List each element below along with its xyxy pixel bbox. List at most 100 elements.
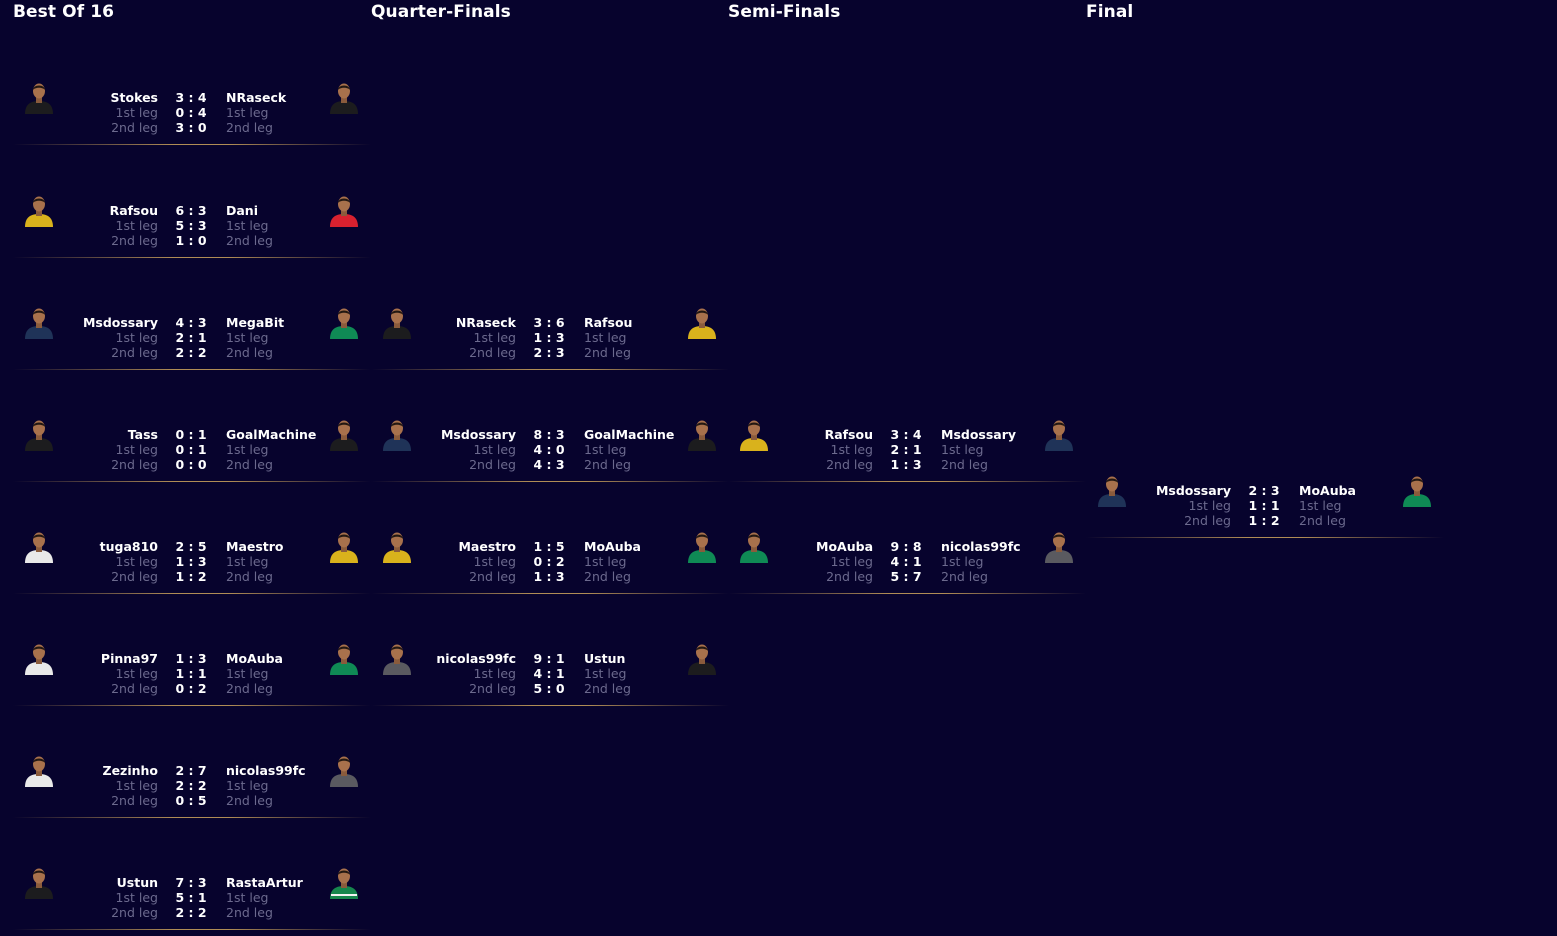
away-player-name[interactable]: MoAuba bbox=[584, 539, 641, 554]
away-player-name[interactable]: GoalMachine bbox=[584, 427, 675, 442]
away-player-avatar bbox=[327, 865, 361, 899]
match-card: Zezinho 1st leg 2nd leg nicolas99fc 1st leg 2… bbox=[13, 706, 371, 818]
away-player-name[interactable]: Rafsou bbox=[584, 315, 633, 330]
home-player-avatar bbox=[22, 753, 56, 787]
match-card: Maestro 1st leg 2nd leg MoAuba 1st leg 2nd le… bbox=[371, 482, 729, 594]
home-player-name[interactable]: Tass bbox=[127, 427, 158, 442]
away-player-name[interactable]: Ustun bbox=[584, 651, 626, 666]
aggregate-score: 8 : 3 bbox=[533, 427, 565, 442]
home-player-name[interactable]: Msdossary bbox=[440, 427, 516, 442]
away-player-name[interactable]: nicolas99fc bbox=[226, 763, 306, 778]
second-leg-score: 1 : 3 bbox=[533, 569, 565, 584]
home-player-name[interactable]: Rafsou bbox=[109, 203, 158, 218]
second-leg-label: 2nd leg bbox=[226, 793, 273, 808]
away-player-avatar bbox=[327, 641, 361, 675]
second-leg-score: 1 : 2 bbox=[175, 569, 207, 584]
away-player-name[interactable]: nicolas99fc bbox=[941, 539, 1021, 554]
home-player-avatar bbox=[22, 417, 56, 451]
first-leg-label: 1st leg bbox=[584, 554, 627, 569]
match-card: Rafsou 1st leg 2nd leg Dani 1st leg 2nd leg 6 … bbox=[13, 146, 371, 258]
second-leg-label: 2nd leg bbox=[584, 345, 631, 360]
second-leg-label: 2nd leg bbox=[826, 457, 873, 472]
away-player-name[interactable]: NRaseck bbox=[226, 90, 287, 105]
match-separator bbox=[371, 481, 729, 482]
first-leg-label: 1st leg bbox=[941, 554, 984, 569]
first-leg-score: 4 : 1 bbox=[533, 666, 565, 681]
aggregate-score: 2 : 3 bbox=[1248, 483, 1280, 498]
first-leg-label: 1st leg bbox=[473, 554, 516, 569]
home-player-name[interactable]: Msdossary bbox=[82, 315, 158, 330]
home-player-name[interactable]: Ustun bbox=[116, 875, 158, 890]
first-leg-score: 1 : 3 bbox=[533, 330, 565, 345]
home-player-name[interactable]: Zezinho bbox=[102, 763, 159, 778]
home-player-name[interactable]: nicolas99fc bbox=[436, 651, 516, 666]
aggregate-score: 4 : 3 bbox=[175, 315, 207, 330]
second-leg-label: 2nd leg bbox=[226, 120, 273, 135]
second-leg-label: 2nd leg bbox=[469, 457, 516, 472]
home-player-name[interactable]: MoAuba bbox=[816, 539, 873, 554]
first-leg-label: 1st leg bbox=[226, 666, 269, 681]
second-leg-score: 5 : 7 bbox=[890, 569, 922, 584]
first-leg-score: 5 : 3 bbox=[175, 218, 207, 233]
away-player-name[interactable]: MoAuba bbox=[1299, 483, 1356, 498]
match-separator bbox=[1086, 537, 1444, 538]
away-player-name[interactable]: Maestro bbox=[226, 539, 284, 554]
home-player-name[interactable]: Msdossary bbox=[1155, 483, 1231, 498]
home-player-avatar bbox=[1095, 473, 1129, 507]
first-leg-label: 1st leg bbox=[115, 218, 158, 233]
match-card: Rafsou 1st leg 2nd leg Msdossary 1st leg 2nd … bbox=[728, 370, 1086, 482]
second-leg-label: 2nd leg bbox=[111, 681, 158, 696]
home-player-avatar bbox=[22, 80, 56, 114]
away-player-name[interactable]: MoAuba bbox=[226, 651, 283, 666]
second-leg-score: 1 : 0 bbox=[175, 233, 207, 248]
aggregate-score: 9 : 8 bbox=[890, 539, 922, 554]
first-leg-label: 1st leg bbox=[830, 442, 873, 457]
aggregate-score: 3 : 4 bbox=[890, 427, 922, 442]
home-player-name[interactable]: Maestro bbox=[458, 539, 516, 554]
second-leg-score: 0 : 5 bbox=[175, 793, 207, 808]
away-player-avatar bbox=[327, 417, 361, 451]
aggregate-score: 1 : 3 bbox=[175, 651, 207, 666]
aggregate-score: 3 : 6 bbox=[533, 315, 565, 330]
away-player-name[interactable]: Dani bbox=[226, 203, 258, 218]
first-leg-score: 1 : 1 bbox=[1248, 498, 1280, 513]
second-leg-label: 2nd leg bbox=[469, 681, 516, 696]
match-separator bbox=[13, 369, 371, 370]
away-player-name[interactable]: GoalMachine bbox=[226, 427, 317, 442]
home-player-name[interactable]: Pinna97 bbox=[100, 651, 158, 666]
second-leg-label: 2nd leg bbox=[941, 457, 988, 472]
away-player-avatar bbox=[1042, 529, 1076, 563]
match-card: NRaseck 1st leg 2nd leg Rafsou 1st leg 2nd le… bbox=[371, 258, 729, 370]
second-leg-label: 2nd leg bbox=[469, 345, 516, 360]
away-player-avatar bbox=[685, 529, 719, 563]
match-card: Msdossary 1st leg 2nd leg MoAuba 1st leg 2nd … bbox=[1086, 426, 1444, 538]
second-leg-label: 2nd leg bbox=[226, 905, 273, 920]
home-player-name[interactable]: NRaseck bbox=[455, 315, 516, 330]
first-leg-label: 1st leg bbox=[830, 554, 873, 569]
away-player-name[interactable]: RastaArtur bbox=[226, 875, 303, 890]
match-card: Tass 1st leg 2nd leg GoalMachine 1st leg 2nd … bbox=[13, 370, 371, 482]
away-player-avatar bbox=[685, 305, 719, 339]
second-leg-label: 2nd leg bbox=[1184, 513, 1231, 528]
away-player-name[interactable]: MegaBit bbox=[226, 315, 285, 330]
aggregate-score: 1 : 5 bbox=[533, 539, 565, 554]
first-leg-label: 1st leg bbox=[226, 778, 269, 793]
second-leg-label: 2nd leg bbox=[226, 345, 273, 360]
away-player-avatar bbox=[327, 753, 361, 787]
match-separator bbox=[728, 481, 1086, 482]
second-leg-score: 1 : 2 bbox=[1248, 513, 1280, 528]
match-card: nicolas99fc 1st leg 2nd leg Ustun 1st leg 2nd… bbox=[371, 594, 729, 706]
second-leg-label: 2nd leg bbox=[584, 457, 631, 472]
first-leg-label: 1st leg bbox=[941, 442, 984, 457]
home-player-avatar bbox=[380, 529, 414, 563]
match-separator bbox=[13, 257, 371, 258]
home-player-name[interactable]: Stokes bbox=[110, 90, 158, 105]
home-player-name[interactable]: Rafsou bbox=[824, 427, 873, 442]
home-player-name[interactable]: tuga810 bbox=[99, 539, 158, 554]
aggregate-score: 2 : 5 bbox=[175, 539, 207, 554]
away-player-name[interactable]: Msdossary bbox=[941, 427, 1017, 442]
first-leg-label: 1st leg bbox=[115, 554, 158, 569]
home-player-avatar bbox=[22, 865, 56, 899]
match-separator bbox=[13, 481, 371, 482]
